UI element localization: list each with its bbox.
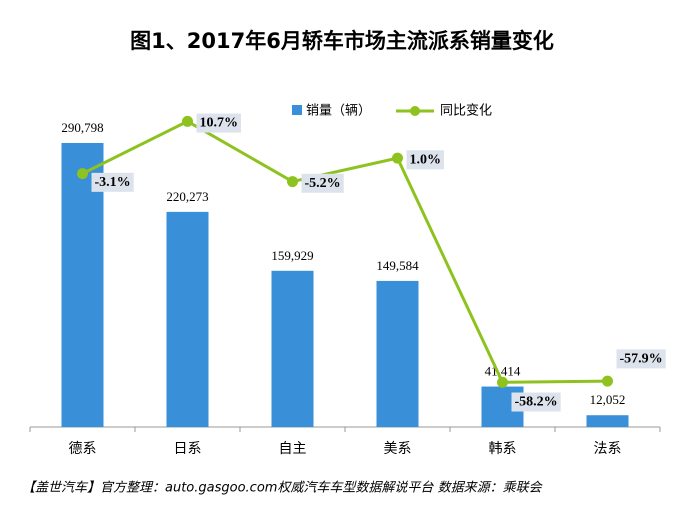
- line-point: [287, 176, 298, 188]
- legend-marker: [410, 106, 420, 116]
- line-point: [392, 152, 403, 164]
- line-point: [77, 168, 88, 180]
- line-value-label: -5.2%: [301, 173, 344, 193]
- line-value-text: 1.0%: [410, 152, 442, 167]
- bar-value-label: 12,052: [590, 392, 626, 407]
- line-value-text: 10.7%: [200, 116, 239, 131]
- x-tick-label: 日系: [174, 441, 202, 457]
- bar: [376, 280, 419, 427]
- line-value-label: 1.0%: [406, 150, 444, 170]
- x-tick-label: 美系: [384, 441, 412, 457]
- legend-swatch: [292, 105, 302, 115]
- line-point: [497, 376, 508, 388]
- line-value-text: -3.1%: [95, 175, 131, 190]
- bar-value-label: 290,798: [61, 120, 103, 135]
- bar: [271, 270, 314, 427]
- label-bg: [511, 392, 561, 412]
- line-value-label: -57.9%: [616, 349, 666, 369]
- legend-label: 同比变化: [440, 103, 492, 119]
- line-value-text: -57.9%: [620, 351, 663, 366]
- line-value-label: 10.7%: [196, 113, 241, 133]
- line-point: [182, 115, 193, 127]
- label-bg: [196, 113, 241, 133]
- bar: [166, 211, 209, 427]
- x-tick-label: 法系: [594, 441, 622, 457]
- x-tick-label: 韩系: [489, 441, 517, 457]
- label-bg: [406, 150, 444, 170]
- line-value-text: -58.2%: [515, 395, 558, 410]
- line-value-label: -58.2%: [511, 392, 561, 412]
- bar-value-label: 220,273: [166, 189, 208, 204]
- label-bg: [301, 173, 344, 193]
- line-value-label: -3.1%: [91, 172, 134, 192]
- bar-value-label: 41,414: [485, 364, 521, 379]
- bar-value-label: 149,584: [376, 258, 419, 273]
- source: 【盖世汽车】官方整理：auto.gasgoo.com权威汽车车型数据解说平台 数…: [22, 481, 544, 496]
- label-bg: [616, 349, 666, 369]
- x-tick-label: 自主: [279, 441, 307, 457]
- bar-value-label: 159,929: [271, 248, 313, 263]
- line: [81, 119, 608, 384]
- legend-label: 销量（辆）: [306, 104, 371, 119]
- x-tick-label: 德系: [69, 441, 97, 457]
- label-bg: [91, 172, 134, 192]
- chart-title: 图1、2017年6月轿车市场主流派系销量变化: [130, 29, 554, 53]
- line-value-text: -5.2%: [305, 176, 341, 191]
- bar: [586, 415, 629, 427]
- line-point: [602, 375, 613, 387]
